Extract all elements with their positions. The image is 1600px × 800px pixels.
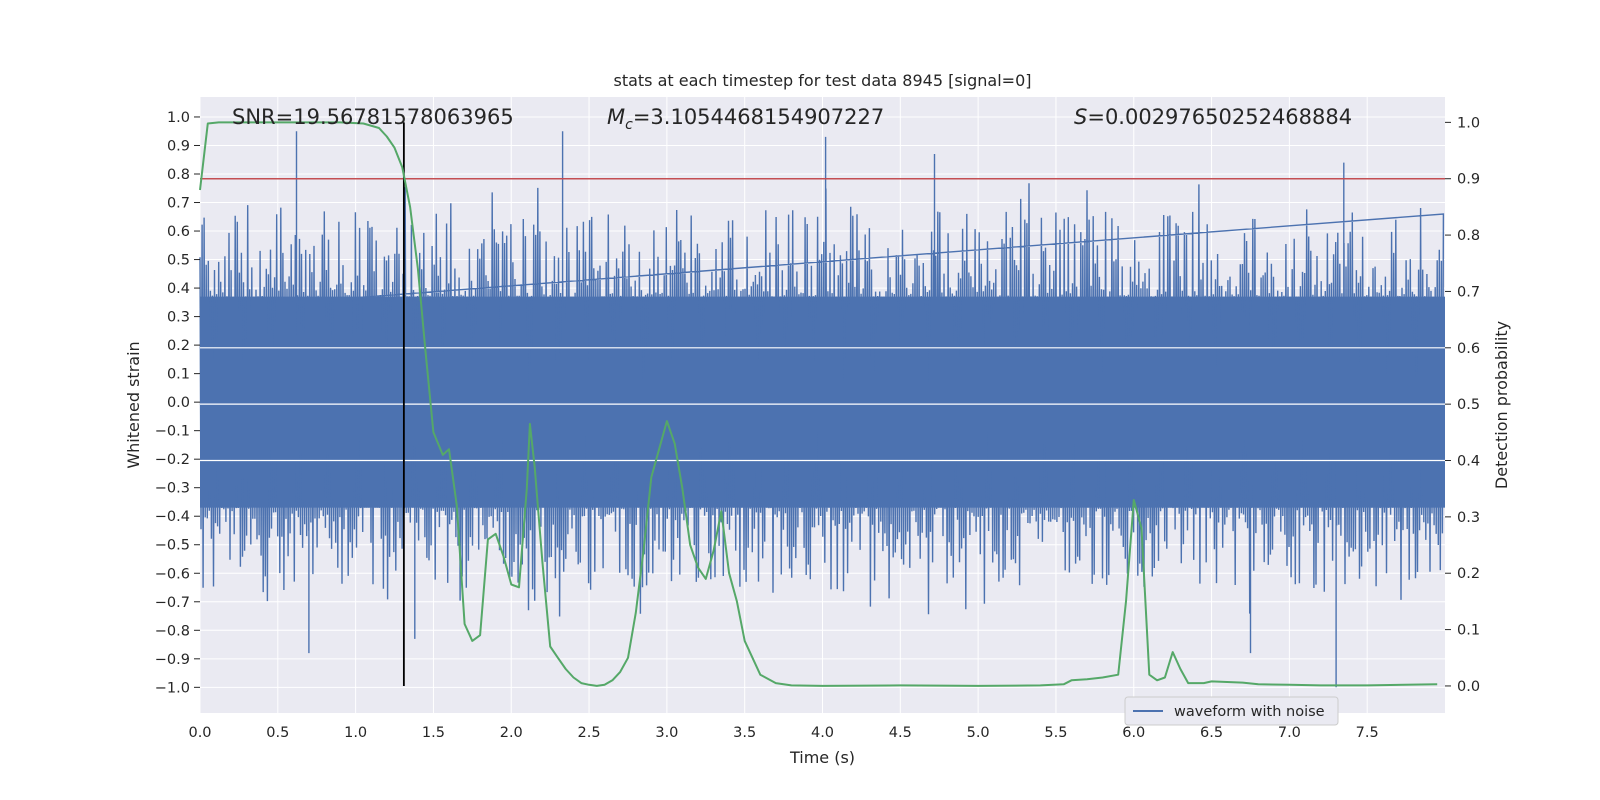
chirp-mass-annotation: Mc=3.1054468154907227	[607, 105, 884, 133]
y-left-tick-label: 1.0	[167, 110, 190, 126]
y-right-tick-label: 1.0	[1457, 115, 1480, 131]
y-left-tick-label: 0.9	[167, 138, 190, 154]
x-tick-label: 1.5	[422, 725, 445, 741]
y-axis-left-label: Whitened strain	[124, 341, 143, 468]
y-right-tick-label: 0.8	[1457, 228, 1480, 244]
y-left-tick-label: 0.3	[167, 310, 190, 326]
waveform-series	[199, 131, 1445, 688]
x-tick-label: 6.5	[1200, 725, 1223, 741]
y-left-tick-label: 0.5	[167, 253, 190, 269]
s-value: =0.00297650252468884	[1087, 105, 1352, 129]
chirp-mass-subscript: c	[625, 117, 633, 133]
y-left-tick-label: −0.8	[155, 623, 190, 639]
y-left-tick-label: −0.6	[155, 566, 190, 582]
y-left-tick-label: 0.1	[167, 367, 190, 383]
x-tick-label: 5.0	[967, 725, 990, 741]
x-tick-label: 5.5	[1044, 725, 1067, 741]
chirp-mass-value: =3.1054468154907227	[633, 105, 884, 129]
y-right-tick-label: 0.1	[1457, 623, 1480, 639]
y-left-tick-label: −0.3	[155, 481, 190, 497]
s-symbol: S	[1074, 105, 1087, 129]
y-left-tick-label: −0.2	[155, 452, 190, 468]
y-left-tick-label: −0.1	[155, 424, 190, 440]
y-left-tick-label: 0.0	[167, 395, 190, 411]
x-tick-label: 4.5	[889, 725, 912, 741]
axis-ticks: 0.0 0.5 1.0 1.5 2.0 2.5 3.0 3.5 4.0 4.5 5.0 5.5 6.0 6…	[155, 110, 1480, 741]
y-right-tick-label: 0.4	[1457, 454, 1480, 470]
y-left-tick-label: −1.0	[155, 680, 190, 696]
x-tick-label: 3.5	[733, 725, 756, 741]
y-right-tick-label: 0.5	[1457, 397, 1480, 413]
x-tick-label: 3.0	[655, 725, 678, 741]
legend-label: waveform with noise	[1174, 704, 1325, 720]
waveform-trace	[199, 131, 1445, 688]
x-tick-label: 0.0	[188, 725, 211, 741]
x-tick-label: 2.0	[500, 725, 523, 741]
waveform-grid-overlay	[200, 347, 1445, 462]
x-tick-label: 4.0	[811, 725, 834, 741]
y-axis-right-label: Detection probability	[1492, 321, 1511, 489]
y-left-tick-label: 0.7	[167, 196, 190, 212]
y-left-tick-label: 0.2	[167, 338, 190, 354]
legend-box	[1124, 696, 1339, 726]
chart-title: stats at each timestep for test data 894…	[613, 71, 1031, 90]
x-tick-label: 2.5	[578, 725, 601, 741]
snr-annotation: SNR=19.56781578063965	[232, 105, 514, 129]
y-right-tick-label: 0.7	[1457, 284, 1480, 300]
probability-line	[199, 121, 1438, 687]
y-left-tick-label: 0.8	[167, 167, 190, 183]
x-axis-label: Time (s)	[789, 748, 855, 767]
y-right-tick-label: 0.6	[1457, 341, 1480, 357]
y-left-tick-label: −0.9	[155, 652, 190, 668]
y-left-tick-label: −0.4	[155, 509, 190, 525]
y-left-tick-label: 0.4	[167, 281, 190, 297]
x-tick-label: 0.5	[266, 725, 289, 741]
s-annotation: S=0.00297650252468884	[1074, 105, 1352, 129]
x-tick-label: 6.0	[1122, 725, 1145, 741]
y-right-tick-label: 0.0	[1457, 679, 1480, 695]
y-right-tick-label: 0.2	[1457, 566, 1480, 582]
x-tick-label: 7.5	[1356, 725, 1379, 741]
y-left-tick-label: 0.6	[167, 224, 190, 240]
y-right-tick-label: 0.3	[1457, 510, 1480, 526]
y-right-tick-label: 0.9	[1457, 172, 1480, 188]
y-left-tick-label: −0.7	[155, 595, 190, 611]
probability-series	[199, 121, 1438, 687]
x-tick-label: 7.0	[1278, 725, 1301, 741]
x-tick-label: 1.0	[344, 725, 367, 741]
legend: waveform with noise	[1124, 696, 1339, 726]
chirp-mass-symbol: M	[607, 105, 625, 129]
y-left-tick-label: −0.5	[155, 538, 190, 554]
